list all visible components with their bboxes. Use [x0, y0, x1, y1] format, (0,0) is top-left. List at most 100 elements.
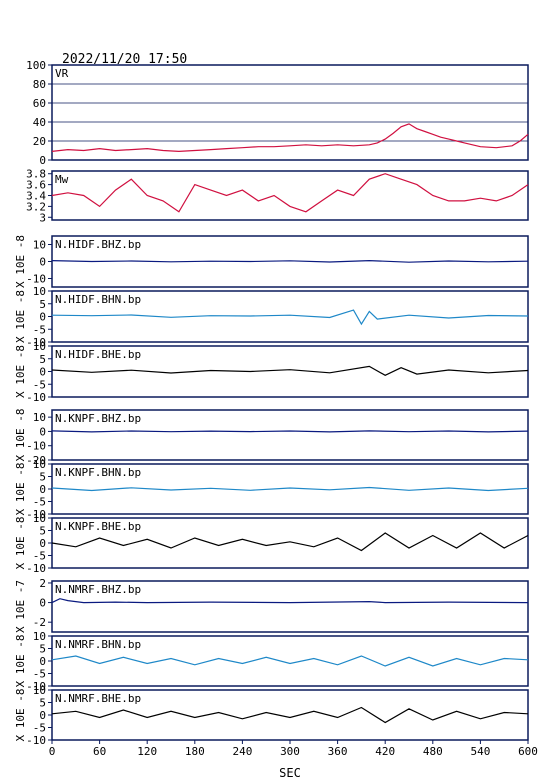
y-tick-label: 10	[33, 512, 46, 525]
series-line	[51, 430, 529, 433]
y-tick-label: 10	[33, 630, 46, 643]
panel-frame	[51, 580, 529, 633]
y-tick-label: 5	[39, 697, 46, 710]
y-tick-label: -5	[33, 550, 46, 563]
y-tick-label: -5	[33, 496, 46, 509]
y-tick-label: 5	[39, 643, 46, 656]
y-tick-label: 3	[39, 211, 46, 224]
y-tick-label: 3.2	[26, 200, 46, 213]
y-tick-label: 10	[33, 340, 46, 353]
y-axis-label: X 10E -8	[14, 235, 27, 288]
panel-label: N.NMRF.BHE.bp	[55, 692, 141, 705]
y-tick-label: 3.8	[26, 168, 46, 181]
panel-frame	[51, 409, 529, 461]
y-tick-label: 0	[39, 425, 46, 438]
series-line	[51, 486, 529, 492]
y-tick-label: -5	[33, 668, 46, 681]
y-tick-label: 0	[39, 597, 46, 610]
x-tick-label: 480	[423, 745, 443, 758]
y-tick-label: 80	[33, 78, 46, 91]
y-tick-label: 10	[33, 285, 46, 298]
panel-label: VR	[55, 67, 69, 80]
x-tick-label: 120	[137, 745, 157, 758]
y-axis-label: X 10E -7	[14, 580, 27, 633]
y-tick-label: -5	[33, 378, 46, 391]
datetime-label: 2022/11/20 17:50	[62, 52, 187, 67]
panel-1: 33.23.43.63.8 Mw	[26, 168, 529, 224]
y-tick-label: 0	[39, 154, 46, 167]
x-tick-label: 180	[185, 745, 205, 758]
series-line	[51, 173, 529, 213]
x-tick-label: 60	[93, 745, 106, 758]
y-tick-label: -10	[26, 562, 46, 575]
y-tick-label: -10	[26, 508, 46, 521]
y-tick-label: 0	[39, 256, 46, 269]
y-tick-label: 20	[33, 135, 46, 148]
y-tick-label: 3.6	[26, 179, 46, 192]
x-tick-label: 600	[518, 745, 538, 758]
series-line	[51, 655, 529, 667]
panel-label: N.KNPF.BHN.bp	[55, 466, 141, 479]
y-tick-label: 0	[39, 709, 46, 722]
y-axis-label: X 10E -8	[14, 290, 27, 343]
y-tick-label: 0	[39, 483, 46, 496]
panel-label: N.NMRF.BHN.bp	[55, 638, 141, 651]
series-line	[51, 532, 529, 552]
y-tick-label: 10	[33, 684, 46, 697]
panel-5: -20-10 010 X 10E -8 N.KNPF.BHZ.bp	[14, 409, 529, 467]
y-tick-label: -10	[26, 391, 46, 404]
panel-label: N.NMRF.BHZ.bp	[55, 583, 141, 596]
y-tick-label: -20	[26, 454, 46, 467]
x-tick-label: 540	[470, 745, 490, 758]
series-line	[51, 598, 529, 604]
panel-8: -2 0 2 X 10E -7 N.NMRF.BHZ.bp	[14, 577, 529, 633]
panel-label: N.HIDF.BHN.bp	[55, 293, 141, 306]
y-tick-label: 5	[39, 471, 46, 484]
x-tick-label: 240	[232, 745, 252, 758]
x-tick-label: 0	[49, 745, 56, 758]
y-tick-label: -10	[26, 336, 46, 349]
panel-frame	[51, 170, 529, 221]
y-axis-label: X 10E -8	[14, 409, 27, 462]
y-tick-label: 10	[33, 411, 46, 424]
y-tick-label: 5	[39, 298, 46, 311]
y-tick-label: 5	[39, 525, 46, 538]
series-line	[51, 706, 529, 724]
y-axis-label: X 10E -8	[14, 463, 27, 516]
y-tick-label: 3.4	[26, 190, 46, 203]
y-tick-label: 10	[33, 458, 46, 471]
y-tick-label: 60	[33, 97, 46, 110]
y-tick-label: 10	[33, 239, 46, 252]
y-tick-label: -5	[33, 722, 46, 735]
panel-0: 0 20 40 60 80 100 VR	[26, 59, 529, 167]
y-axis-label: X 10E -8	[14, 689, 27, 742]
panel-label: N.KNPF.BHZ.bp	[55, 412, 141, 425]
y-tick-label: -10	[26, 273, 46, 286]
y-axis-label: X 10E -8	[14, 517, 27, 570]
y-tick-label: -10	[26, 734, 46, 747]
y-tick-label: 0	[39, 537, 46, 550]
x-tick-label: 300	[280, 745, 300, 758]
y-tick-label: -5	[33, 323, 46, 336]
y-tick-label: 2	[39, 577, 46, 590]
panel-label: N.HIDF.BHE.bp	[55, 348, 141, 361]
y-tick-label: 0	[39, 311, 46, 324]
y-tick-label: 0	[39, 655, 46, 668]
series-line	[51, 123, 529, 153]
y-tick-label: -10	[26, 440, 46, 453]
y-tick-label: 0	[39, 366, 46, 379]
series-line	[51, 309, 529, 326]
panel-label: N.HIDF.BHZ.bp	[55, 238, 141, 251]
y-tick-label: -2	[33, 616, 46, 629]
y-tick-label: 5	[39, 353, 46, 366]
x-tick-label: 420	[375, 745, 395, 758]
y-axis-label: X 10E -8	[14, 635, 27, 688]
y-tick-label: 100	[26, 59, 46, 72]
